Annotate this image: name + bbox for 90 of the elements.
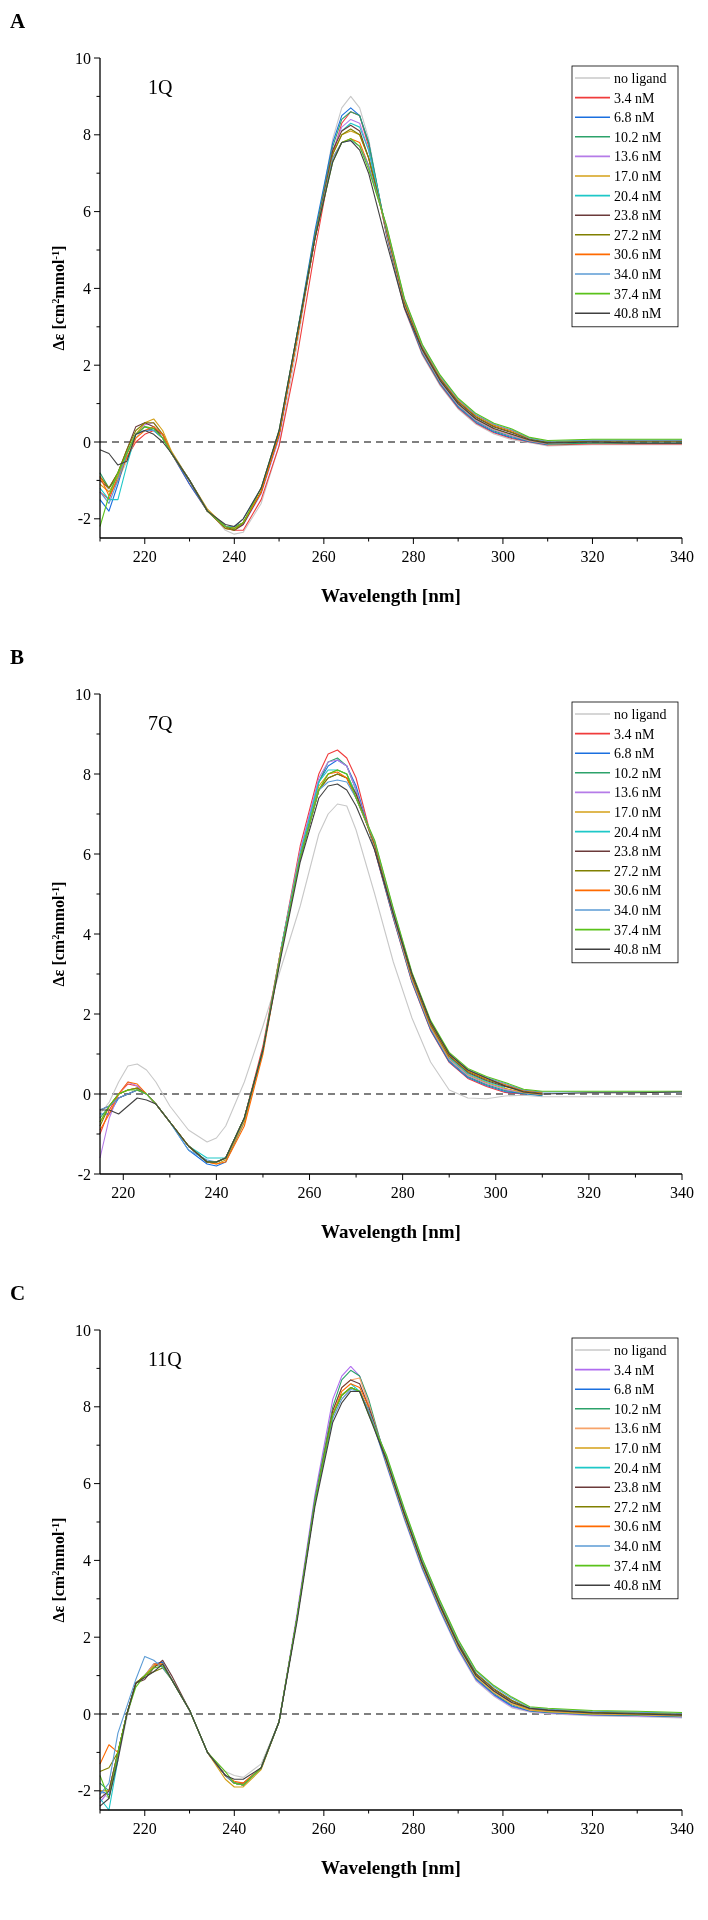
legend-label: no ligand	[614, 1343, 667, 1358]
legend-label: 34.0 nM	[614, 1539, 662, 1554]
x-tick-label: 320	[580, 1820, 605, 1837]
y-tick-label: 8	[83, 126, 91, 144]
legend-label: 6.8 nM	[614, 1382, 655, 1398]
legend-label: 20.4 nM	[614, 824, 662, 840]
x-tick-label: 300	[483, 1184, 508, 1201]
legend-label: 3.4 nM	[614, 90, 655, 106]
x-tick-label: 280	[390, 1184, 415, 1201]
legend-label: 17.0 nM	[614, 169, 662, 184]
x-tick-label: 340	[670, 548, 694, 565]
x-tick-label: 340	[670, 1820, 694, 1837]
legend-label: 37.4 nM	[614, 922, 662, 938]
legend-label: 10.2 nM	[614, 129, 662, 145]
legend-label: 13.6 nM	[614, 149, 662, 165]
y-tick-label: 0	[83, 1085, 91, 1103]
legend-label: 34.0 nM	[614, 903, 662, 918]
x-tick-label: 300	[490, 1820, 515, 1837]
x-tick-label: 260	[311, 548, 336, 565]
y-tick-label: 0	[83, 1705, 91, 1723]
legend-label: 27.2 nM	[614, 1499, 662, 1515]
y-tick-label: 2	[83, 356, 91, 374]
legend-label: no ligand	[614, 71, 667, 86]
legend-label: 20.4 nM	[614, 188, 662, 204]
legend-label: 3.4 nM	[614, 1362, 655, 1378]
x-tick-label: 320	[580, 548, 605, 565]
x-tick-label: 220	[132, 548, 157, 565]
y-tick-label: 2	[83, 1005, 91, 1023]
legend-label: 10.2 nM	[614, 765, 662, 781]
x-tick-label: 220	[111, 1184, 136, 1201]
x-tick-label: 300	[490, 548, 515, 565]
legend-label: 23.8 nM	[614, 208, 662, 224]
chart-title: B	[10, 645, 25, 669]
legend-label: 6.8 nM	[614, 746, 655, 762]
x-axis-title: Wavelength [nm]	[321, 1857, 461, 1878]
legend-label: no ligand	[614, 707, 667, 722]
legend-label: 3.4 nM	[614, 726, 655, 742]
chart-title: A	[10, 9, 26, 33]
x-tick-label: 240	[204, 1184, 229, 1201]
y-tick-label: 6	[83, 1475, 91, 1493]
x-tick-label: 240	[222, 1820, 247, 1837]
x-axis-title: Wavelength [nm]	[321, 585, 461, 606]
legend-label: 17.0 nM	[614, 1441, 662, 1456]
x-axis-title: Wavelength [nm]	[321, 1221, 461, 1242]
legend-label: 20.4 nM	[614, 1460, 662, 1476]
legend-label: 40.8 nM	[614, 942, 662, 958]
x-tick-label: 340	[670, 1184, 694, 1201]
annotation: 11Q	[148, 1348, 183, 1370]
y-tick-label: 10	[75, 685, 91, 703]
legend-label: 17.0 nM	[614, 805, 662, 820]
legend-label: 6.8 nM	[614, 110, 655, 126]
x-tick-label: 260	[311, 1820, 336, 1837]
x-tick-label: 280	[401, 548, 426, 565]
y-tick-label: 4	[83, 1551, 91, 1569]
legend-label: 23.8 nM	[614, 844, 662, 860]
y-tick-label: 6	[83, 845, 91, 863]
annotation: 1Q	[148, 76, 173, 98]
x-tick-label: 220	[132, 1820, 157, 1837]
legend-label: 30.6 nM	[614, 883, 662, 899]
y-tick-label: 8	[83, 765, 91, 783]
annotation: 7Q	[148, 712, 173, 734]
x-tick-label: 260	[297, 1184, 322, 1201]
legend-label: 30.6 nM	[614, 1519, 662, 1535]
legend-label: 30.6 nM	[614, 247, 662, 263]
legend-label: 27.2 nM	[614, 863, 662, 879]
y-tick-label: -2	[77, 1782, 91, 1800]
y-tick-label: 6	[83, 203, 91, 221]
x-tick-label: 280	[401, 1820, 426, 1837]
chart-title: C	[10, 1281, 26, 1305]
legend-label: 40.8 nM	[614, 1578, 662, 1594]
legend-label: 13.6 nM	[614, 785, 662, 801]
y-tick-label: -2	[77, 1165, 91, 1183]
legend-label: 34.0 nM	[614, 267, 662, 282]
y-tick-label: -2	[77, 510, 91, 528]
legend-label: 37.4 nM	[614, 286, 662, 302]
y-tick-label: 10	[75, 49, 91, 67]
x-tick-label: 320	[576, 1184, 601, 1201]
y-tick-label: 4	[83, 925, 91, 943]
legend-label: 13.6 nM	[614, 1421, 662, 1437]
y-tick-label: 8	[83, 1398, 91, 1416]
legend-label: 40.8 nM	[614, 306, 662, 322]
y-tick-label: 4	[83, 279, 91, 297]
legend-label: 27.2 nM	[614, 227, 662, 243]
y-tick-label: 2	[83, 1628, 91, 1646]
x-tick-label: 240	[222, 548, 247, 565]
legend-label: 37.4 nM	[614, 1558, 662, 1574]
legend-label: 23.8 nM	[614, 1480, 662, 1496]
y-tick-label: 10	[75, 1321, 91, 1339]
legend-label: 10.2 nM	[614, 1401, 662, 1417]
y-tick-label: 0	[83, 433, 91, 451]
